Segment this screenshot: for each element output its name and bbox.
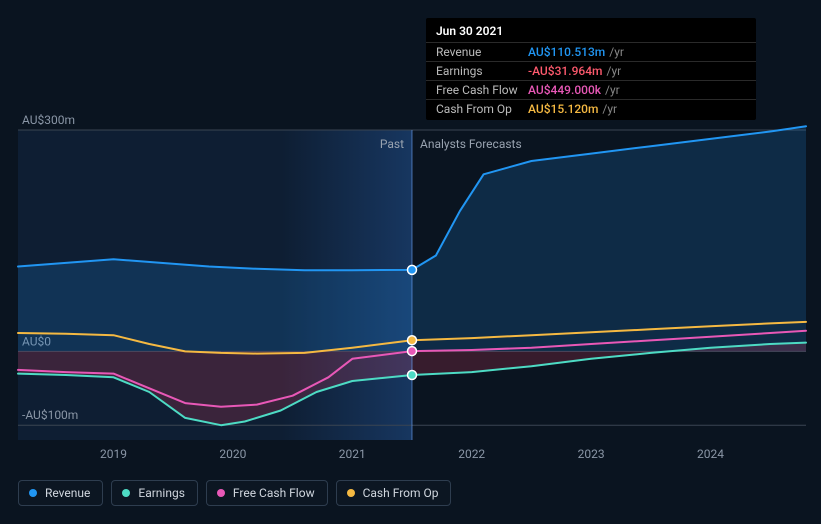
tooltip-label: Revenue (436, 45, 528, 59)
x-axis-label: 2020 (219, 447, 246, 461)
tooltip-row: Free Cash FlowAU$449.000k/yr (426, 80, 756, 99)
tooltip-unit: /yr (602, 102, 617, 116)
x-axis-label: 2024 (697, 447, 724, 461)
tooltip-unit: /yr (609, 45, 624, 59)
legend-label: Cash From Op (363, 486, 439, 500)
earnings-marker[interactable] (408, 371, 417, 380)
tooltip-row: RevenueAU$110.513m/yr (426, 42, 756, 61)
tooltip-label: Free Cash Flow (436, 83, 528, 97)
past-label: Past (380, 137, 404, 151)
tooltip-value: AU$15.120m (528, 102, 598, 116)
cfo-legend-dot-icon (347, 489, 355, 497)
revenue-legend-dot-icon (29, 489, 37, 497)
tooltip-label: Cash From Op (436, 102, 528, 116)
tooltip-row: Cash From OpAU$15.120m/yr (426, 99, 756, 118)
y-axis-label: -AU$100m (22, 408, 78, 422)
legend-item-fcf[interactable]: Free Cash Flow (206, 480, 328, 506)
revenue-marker[interactable] (408, 265, 417, 274)
tooltip-value: AU$110.513m (528, 45, 605, 59)
x-axis-label: 2022 (458, 447, 485, 461)
fcf-legend-dot-icon (217, 489, 225, 497)
x-axis-label: 2021 (339, 447, 366, 461)
fcf-marker[interactable] (408, 347, 417, 356)
tooltip-row: Earnings-AU$31.964m/yr (426, 61, 756, 80)
tooltip-unit: /yr (605, 83, 620, 97)
tooltip-value: -AU$31.964m (528, 64, 603, 78)
legend-label: Free Cash Flow (233, 486, 315, 500)
x-axis-label: 2023 (578, 447, 605, 461)
x-axis-label: 2019 (100, 447, 127, 461)
forecast-label: Analysts Forecasts (420, 137, 522, 151)
financials-chart: AU$300mAU$0-AU$100mPastAnalysts Forecast… (0, 0, 821, 524)
legend-item-revenue[interactable]: Revenue (18, 480, 103, 506)
tooltip-unit: /yr (607, 64, 622, 78)
tooltip-date: Jun 30 2021 (426, 24, 756, 42)
tooltip-label: Earnings (436, 64, 528, 78)
legend-item-cfo[interactable]: Cash From Op (336, 480, 452, 506)
legend-item-earnings[interactable]: Earnings (111, 480, 198, 506)
chart-tooltip: Jun 30 2021 RevenueAU$110.513m/yrEarning… (426, 18, 756, 120)
legend-label: Revenue (45, 486, 90, 500)
legend-label: Earnings (138, 486, 185, 500)
chart-legend: Revenue Earnings Free Cash Flow Cash From O… (18, 480, 451, 506)
cfo-marker[interactable] (408, 336, 417, 345)
y-axis-label: AU$300m (22, 113, 75, 127)
earnings-legend-dot-icon (122, 489, 130, 497)
tooltip-value: AU$449.000k (528, 83, 601, 97)
